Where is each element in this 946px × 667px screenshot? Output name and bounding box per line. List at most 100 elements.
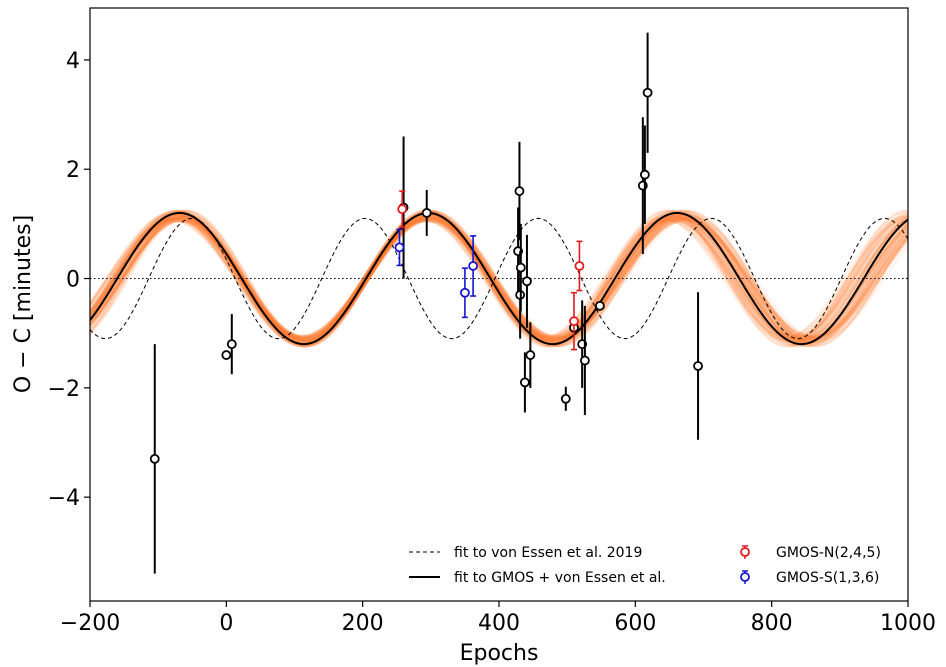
point-marker [221,350,232,360]
posterior-sample-curve [90,215,908,343]
von-essen-point [525,322,536,388]
point-marker [560,393,571,404]
point-marker [514,186,525,196]
point-marker [226,339,237,350]
point-marker [460,287,470,298]
von-essen-point [579,305,590,416]
y-axis-title: O − C [minutes] [11,215,36,393]
legend-label-gmos-n: GMOS-N(2,4,5) [776,545,881,561]
x-axis: −200 0 200 400 600 800 1000 [60,601,936,636]
x-tick-label: 400 [478,611,520,636]
point-marker [421,208,432,218]
posterior-sample-curve [90,219,908,338]
point-marker [639,169,650,180]
point-marker [525,350,536,360]
legend-label-von-essen-fit: fit to von Essen et al. 2019 [454,545,642,561]
posterior-sample-curve [90,214,908,343]
point-marker [520,377,530,388]
posterior-sample-curve [90,215,908,342]
point-marker [693,361,703,371]
y-axis: −4 −2 0 2 4 [48,49,90,511]
posterior-sample-curve [90,217,908,340]
posterior-sample-curve [90,217,908,340]
y-tick-label: −4 [48,486,80,511]
posterior-sample-curve [90,211,908,345]
posterior-sample-curve [90,210,908,347]
x-tick-label: 600 [614,611,656,636]
point-marker [574,261,585,271]
legend-marker-gmos-s [740,570,750,584]
y-tick-label: −2 [48,377,80,402]
von-essen-point [149,344,160,574]
gmos-n-point [574,240,585,292]
posterior-sample-curve [90,210,908,347]
point-marker [394,242,405,253]
posterior-sample-curve [90,209,908,348]
posterior-sample-curve [90,217,908,340]
point-marker [522,276,532,287]
y-tick-label: 2 [66,158,80,183]
point-marker [149,453,160,464]
legend: fit to von Essen et al. 2019 fit to GMOS… [409,545,881,586]
y-tick-label: 0 [66,268,80,293]
posterior-sample-curve [90,218,908,339]
x-tick-label: −200 [60,611,120,636]
posterior-sample-curve [90,211,908,346]
posterior-sample-curve [90,217,908,340]
von-essen-point [514,141,525,241]
posterior-sample-curve [90,213,908,344]
legend-marker-gmos-n [740,545,750,559]
point-marker [515,262,526,273]
x-axis-title: Epochs [460,641,539,666]
posterior-sample-curve [90,220,908,338]
point-marker [468,261,478,271]
posterior-sample-curve [90,219,908,338]
von-essen-fit-curve [90,217,908,340]
von-essen-point [594,300,605,311]
gmos-n-point [569,291,579,351]
posterior-sample-curve [90,209,908,348]
point-marker [579,355,590,366]
von-essen-point [639,125,650,224]
gmos-s-point [394,228,405,267]
posterior-sample-curve [90,209,908,348]
posterior-sample-curve [90,209,908,348]
posterior-sample-curve [90,212,908,344]
posterior-sample-curve [90,209,908,349]
posterior-sample-curve [90,209,908,348]
posterior-sample-curve [90,219,908,338]
posterior-sample-curve [90,214,908,343]
data-points [149,32,703,574]
plot-area [90,32,908,574]
posterior-sample-curve [90,213,908,344]
posterior-sample-curve [90,219,908,338]
point-marker [642,87,653,98]
x-tick-label: 0 [219,611,233,636]
point-marker [569,316,579,327]
x-tick-label: 800 [751,611,793,636]
von-essen-point [221,350,232,360]
von-essen-point [515,223,526,312]
von-essen-point [693,292,703,440]
legend-label-gmos-fit: fit to GMOS + von Essen et al. [454,570,666,586]
posterior-sample-curve [90,216,908,341]
point-marker [397,204,408,215]
posterior-sample-curve [90,217,908,340]
gmos-fit-curve [90,212,908,346]
von-essen-point [421,189,432,236]
posterior-sample-curve [90,213,908,344]
von-essen-point [642,32,653,153]
von-essen-point [522,234,532,328]
posterior-sample-curve [90,218,908,339]
legend-label-gmos-s: GMOS-S(1,3,6) [776,570,879,586]
x-tick-label: 1000 [880,611,936,636]
gmos-s-point [460,267,470,319]
von-essen-point [520,352,530,413]
x-tick-label: 200 [342,611,384,636]
posterior-sample-curve [90,212,908,345]
posterior-sample-curve [90,215,908,342]
posterior-sample-curve [90,217,908,340]
gmos-n-point [397,190,408,228]
gmos-s-point [468,235,478,297]
